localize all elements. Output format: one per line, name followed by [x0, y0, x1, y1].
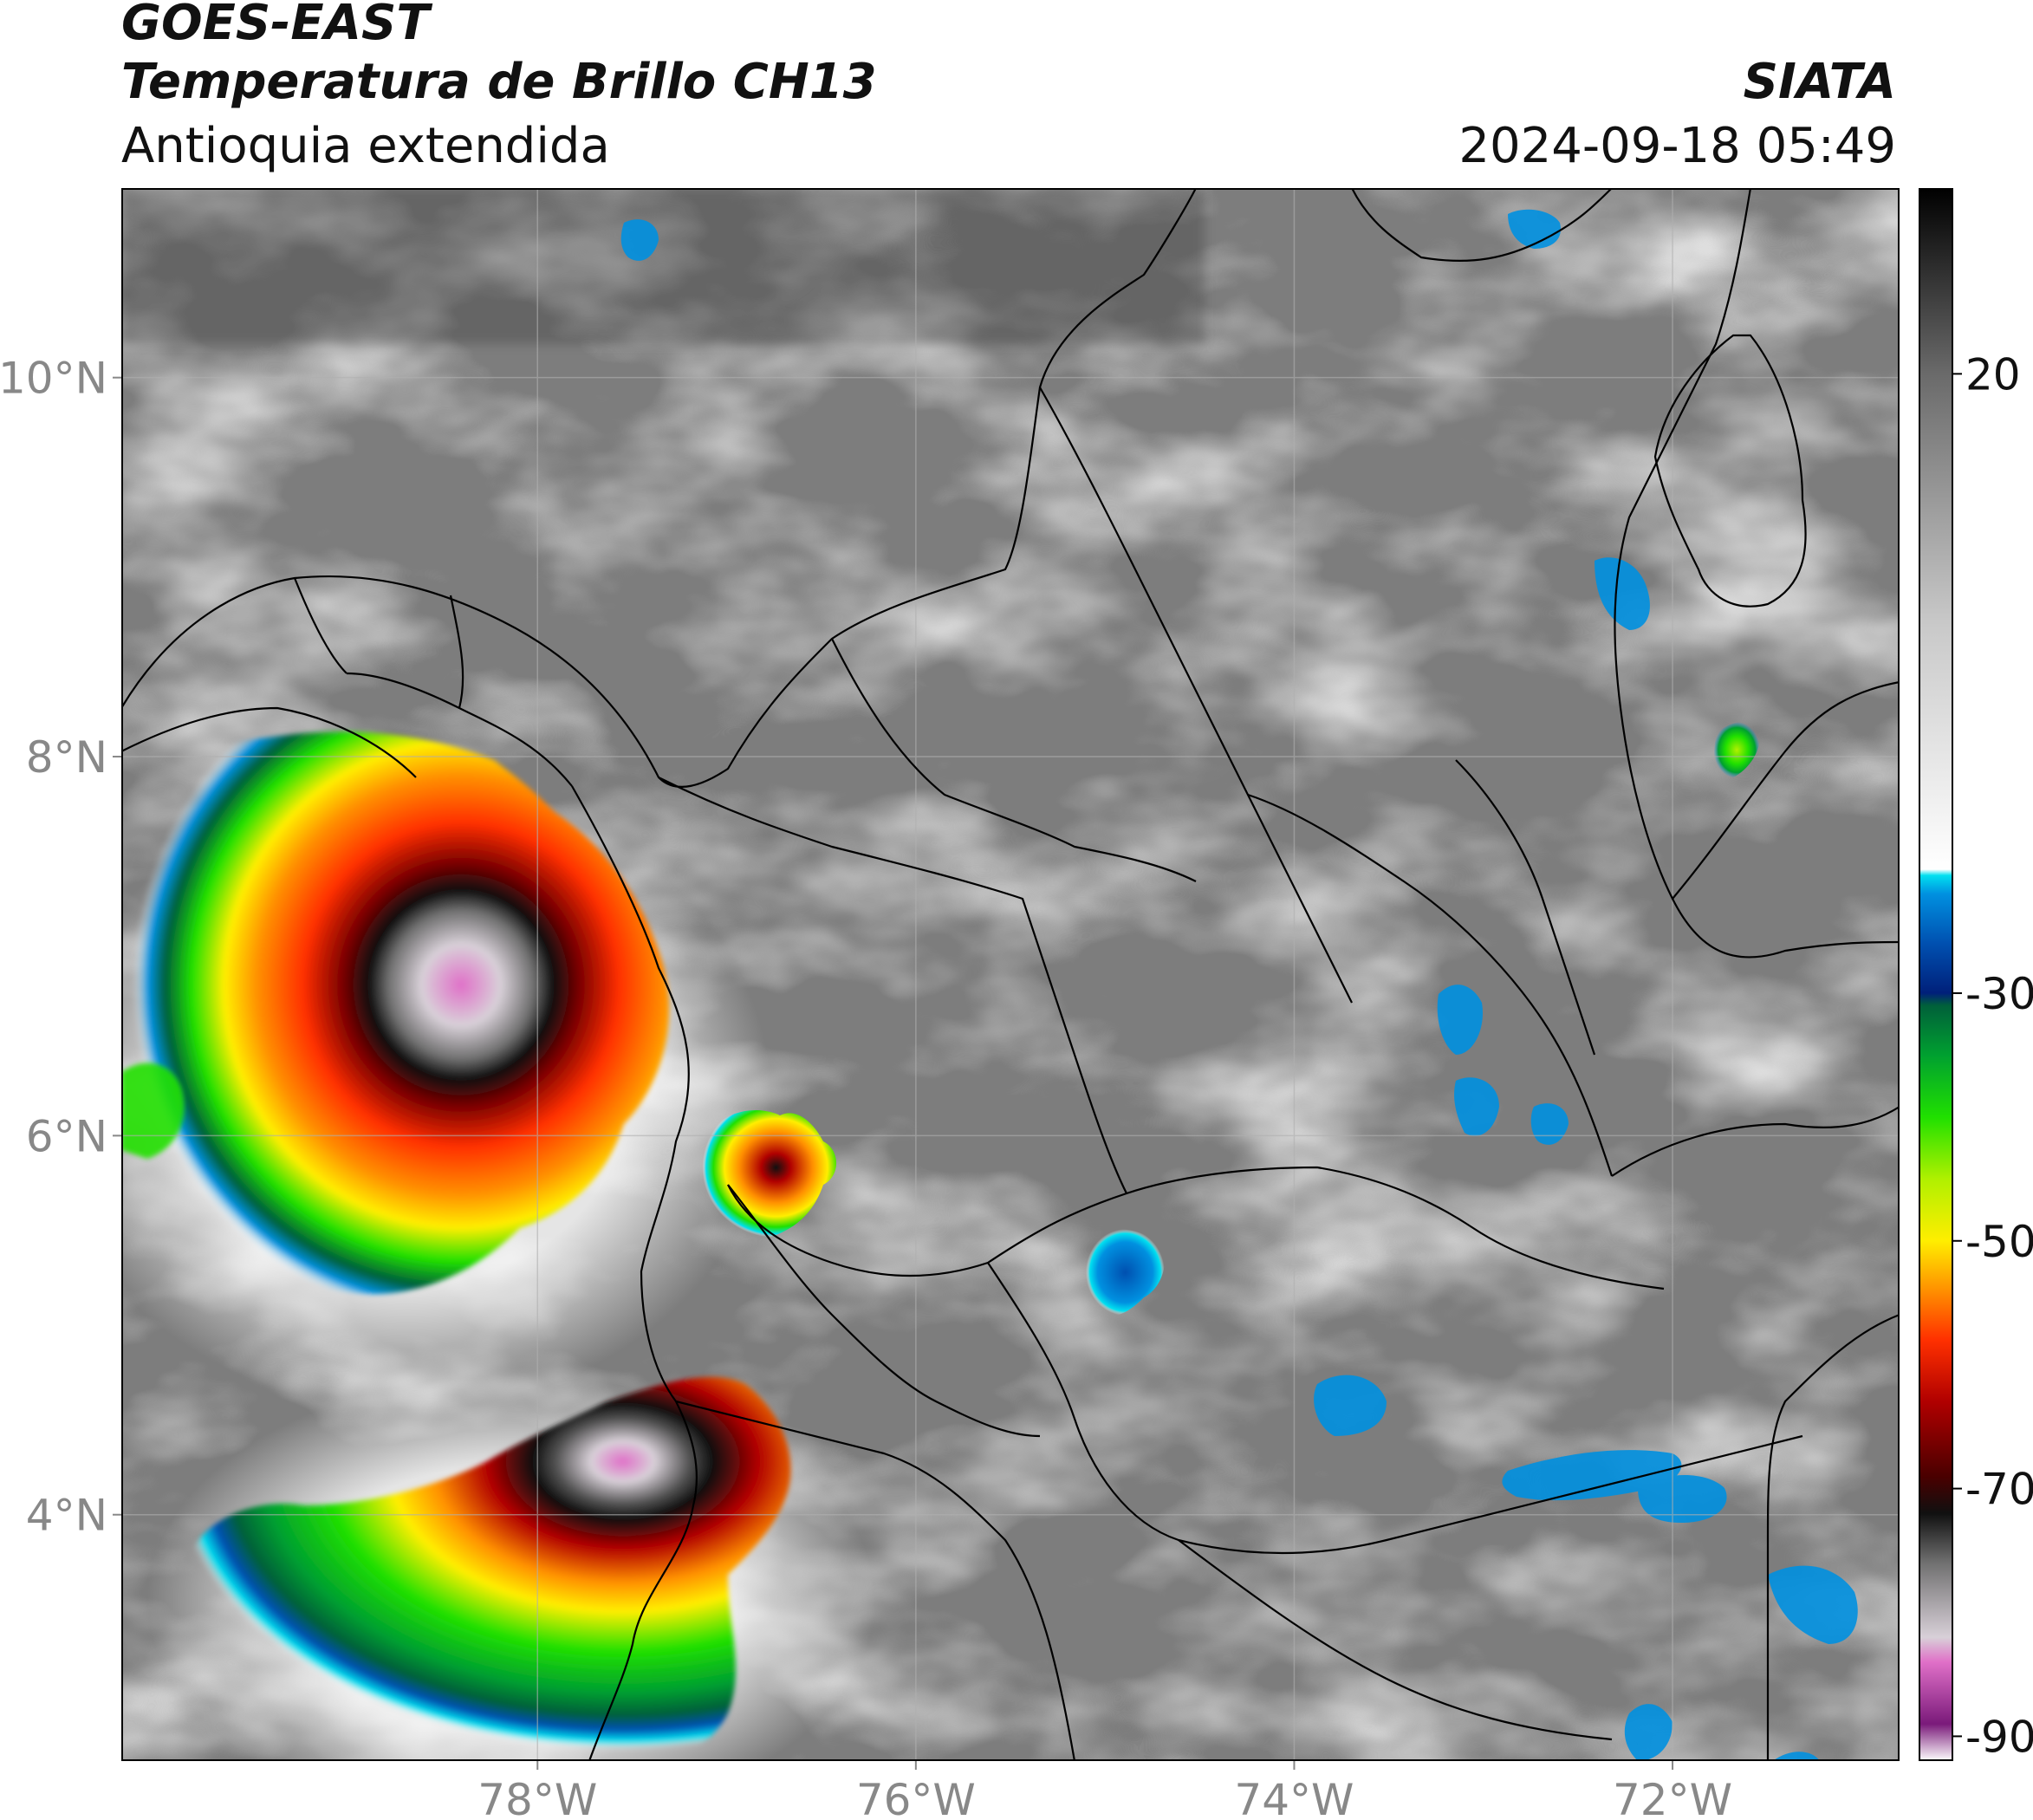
border-panama-colombia: [346, 672, 573, 787]
scattered-cold-clouds: [620, 209, 1858, 1761]
colorbar-tick-label: -30: [1965, 969, 2033, 1019]
dept-valle-tolima: [675, 1400, 1076, 1761]
colorbar-fill: [1919, 188, 1953, 1761]
storm-cells: [121, 209, 1858, 1761]
storm-cell-green-northeast: [1713, 721, 1760, 778]
dark-sea-band: [121, 188, 1205, 344]
lon-tick-label: 76°W: [856, 1775, 976, 1820]
datetime-label: 2024-09-18 05:49: [1458, 118, 1896, 174]
lake-maracaibo: [1653, 334, 1807, 608]
dept-antioquia: [658, 777, 1128, 1277]
coastline-caribbean: [121, 188, 1197, 788]
lat-tick-label: 4°N: [26, 1491, 107, 1541]
dept-norte-santander: [1455, 759, 1596, 1056]
boundaries: [121, 188, 1900, 1761]
latitude-ticks: 10°N 8°N 6°N 4°N: [0, 354, 121, 1541]
colorbar-tick-label: -70: [1965, 1465, 2033, 1515]
dept-bolivar-sucre: [1039, 387, 1353, 1004]
region-subtitle: Antioquia extendida: [121, 118, 610, 174]
lon-tick-label: 78°W: [477, 1775, 597, 1820]
map-frame: [121, 188, 1900, 1761]
colorbar-frame: [1919, 188, 1953, 1761]
coastline-pacific: [571, 785, 698, 1761]
dept-boyaca: [1126, 1166, 1665, 1290]
storm-cell-north: [121, 731, 670, 1295]
dept-arauca-casanare: [1611, 1106, 1900, 1177]
storm-cell-north-west-fragment: [121, 1063, 185, 1159]
lat-tick-label: 10°N: [0, 354, 107, 404]
colorbar-tick-label: 20: [1965, 349, 2021, 400]
agency-label: SIATA: [1743, 54, 1896, 110]
border-colombia-venezuela: [1614, 188, 1900, 959]
satellite-title: GOES-EAST: [121, 0, 430, 51]
colorbar-tick-label: -90: [1965, 1712, 2033, 1762]
storm-cell-central: [702, 1110, 836, 1238]
storm-cell-blue-center: [1086, 1229, 1165, 1316]
coastline-venezuela: [1351, 188, 1613, 262]
dept-meta: [1178, 1539, 1613, 1741]
border-venezuela-states: [1672, 680, 1900, 1761]
longitude-ticks: 78°W 76°W 74°W 72°W: [477, 1761, 1732, 1820]
lon-tick-label: 74°W: [1234, 1775, 1354, 1820]
lon-tick-label: 72°W: [1613, 1775, 1732, 1820]
gridlines: [121, 188, 1900, 1761]
dept-santander: [1247, 793, 1614, 1177]
lat-tick-label: 8°N: [26, 732, 107, 783]
colorbar-tick-label: -50: [1965, 1217, 2033, 1267]
storm-cell-south: [191, 1376, 791, 1761]
colorbar: [1919, 188, 1953, 1761]
satellite-map: [121, 188, 1900, 1761]
lat-tick-label: 6°N: [26, 1111, 107, 1161]
border-panama-provinces: [121, 577, 464, 778]
colorbar-ticks: 20 -30 -50 -70 -90: [1953, 349, 2033, 1762]
dept-cundinamarca: [987, 1262, 1803, 1555]
dept-cordoba: [831, 638, 1197, 882]
dept-caldas-risaralda: [727, 1184, 1041, 1438]
product-title: Temperatura de Brillo CH13: [121, 54, 877, 110]
